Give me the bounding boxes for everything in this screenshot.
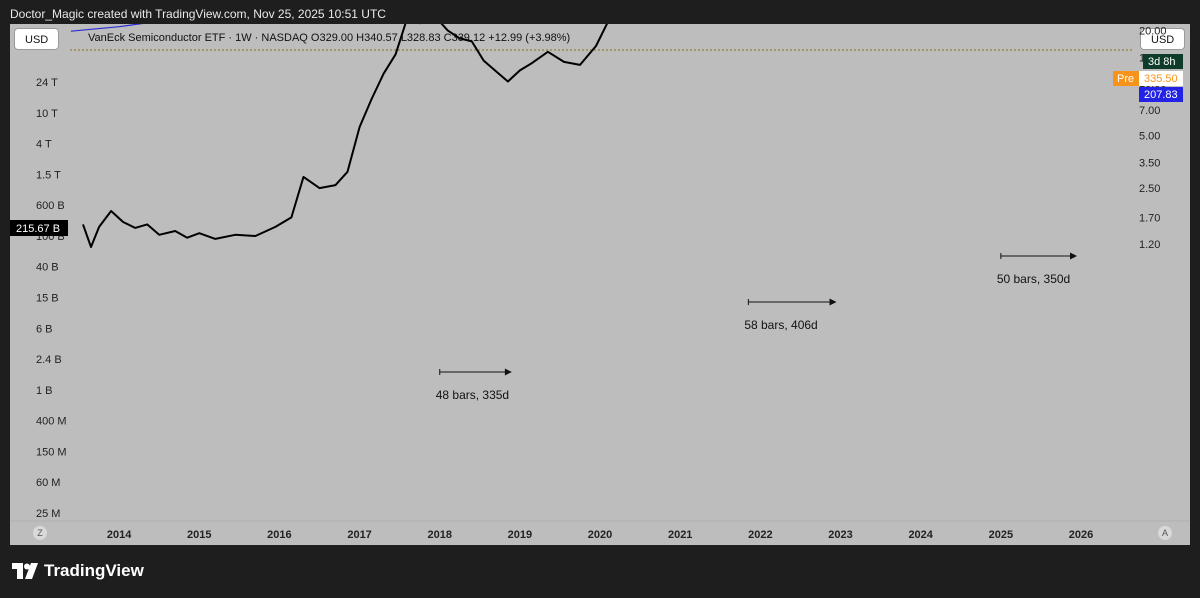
currency-button-left[interactable]: USD bbox=[14, 28, 60, 50]
annotation-arrowhead bbox=[829, 298, 837, 306]
right-axis-tick: 1.70 bbox=[1139, 212, 1160, 224]
left-axis-tick: 600 B bbox=[36, 200, 65, 212]
right-axis-tick: 2.50 bbox=[1139, 183, 1160, 195]
x-axis-tick: 2019 bbox=[508, 529, 532, 541]
x-axis-tick: 2015 bbox=[187, 529, 211, 541]
x-axis-tick: 2021 bbox=[668, 529, 692, 541]
right-axis-tick: 1.20 bbox=[1139, 239, 1160, 251]
left-axis-tick: 10 T bbox=[36, 108, 58, 120]
right-axis-tick: 5.00 bbox=[1139, 131, 1160, 143]
ma-value-tag-bg bbox=[1139, 87, 1183, 102]
left-axis-tick: 1 B bbox=[36, 385, 53, 397]
annotation-arrowhead bbox=[1069, 252, 1077, 260]
x-axis-tick: 2025 bbox=[989, 529, 1013, 541]
right-axis-tick: 7.00 bbox=[1139, 105, 1160, 117]
left-value-tag-bg bbox=[10, 220, 68, 236]
series-line-2 bbox=[70, 24, 144, 32]
left-axis-tick: 150 M bbox=[36, 446, 67, 458]
left-axis-tick: 60 M bbox=[36, 477, 60, 489]
currency-button-right[interactable]: USD bbox=[1140, 28, 1186, 50]
tradingview-logo-icon bbox=[12, 563, 38, 579]
left-axis-tick: 25 M bbox=[36, 508, 60, 520]
left-axis-tick: 1.5 T bbox=[36, 169, 61, 181]
x-axis-tick: 2024 bbox=[908, 529, 933, 541]
left-axis-tick: 24 T bbox=[36, 77, 58, 89]
countdown-tag-bg bbox=[1143, 54, 1183, 69]
ma-value-tag: 207.83 bbox=[1144, 89, 1178, 101]
left-axis-tick: 2.4 B bbox=[36, 354, 62, 366]
x-axis-tick: 2017 bbox=[347, 529, 371, 541]
x-axis-tick: 2016 bbox=[267, 529, 291, 541]
x-axis-tick: 2014 bbox=[107, 529, 132, 541]
left-axis-tick: 15 B bbox=[36, 293, 59, 305]
countdown-tag: 3d 8h bbox=[1148, 56, 1176, 68]
x-axis-tick: 2026 bbox=[1069, 529, 1093, 541]
right-axis-tick: 20.00 bbox=[1139, 25, 1167, 37]
brand-text: TradingView bbox=[44, 561, 144, 580]
left-value-tag: 215.67 B bbox=[16, 223, 60, 235]
chart-panel[interactable]: USD VanEck Semiconductor ETF · 1W · NASD… bbox=[10, 24, 1190, 545]
tradingview-logo: TradingView bbox=[12, 561, 144, 581]
x-axis-tick: 2018 bbox=[427, 529, 451, 541]
right-axis-tick: 3.50 bbox=[1139, 158, 1160, 170]
annotation-label: 58 bars, 406d bbox=[744, 318, 817, 332]
left-axis-tick: 4 T bbox=[36, 139, 52, 151]
x-axis-tick: 2023 bbox=[828, 529, 852, 541]
annotation-label: 48 bars, 335d bbox=[436, 388, 509, 402]
pre-label: Pre bbox=[1117, 73, 1134, 85]
pre-label-bg bbox=[1113, 71, 1139, 86]
x-axis-tick: 2022 bbox=[748, 529, 772, 541]
series-line-3 bbox=[82, 24, 608, 248]
chart-caption: Doctor_Magic created with TradingView.co… bbox=[10, 7, 386, 21]
auto-scale-toggle-right[interactable]: A bbox=[1158, 526, 1172, 540]
annotation-label: 50 bars, 350d bbox=[997, 272, 1070, 286]
left-axis-tick: 400 M bbox=[36, 416, 67, 428]
pre-value-tag: 335.50 bbox=[1144, 73, 1178, 85]
pre-value-tag-bg bbox=[1139, 71, 1183, 86]
x-axis-tick: 2020 bbox=[588, 529, 612, 541]
annotation-arrowhead bbox=[504, 368, 512, 376]
symbol-info: VanEck Semiconductor ETF · 1W · NASDAQ O… bbox=[88, 32, 571, 44]
left-axis-tick: 6 B bbox=[36, 323, 53, 335]
log-scale-toggle-left[interactable]: Z bbox=[33, 526, 47, 540]
left-axis-tick: 40 B bbox=[36, 262, 59, 274]
